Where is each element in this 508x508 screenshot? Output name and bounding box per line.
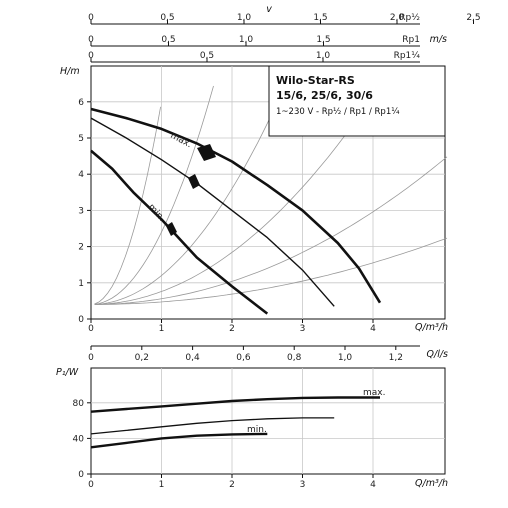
power-chart-frame [90, 367, 446, 475]
head-chart-frame [90, 65, 446, 320]
flow-ls-tick-label: 1,0 [338, 353, 353, 363]
velocity-tick-label: 0 [88, 35, 94, 45]
power-x-tick-label: 0 [88, 480, 94, 490]
power-chart-grid [91, 368, 445, 474]
title-line-2: 15/6, 25/6, 30/6 [276, 89, 373, 102]
head-x-tick-label: 2 [229, 324, 235, 334]
title-line-3: 1~230 V - Rp½ / Rp1 / Rp1¼ [276, 107, 399, 117]
velocity-label: v [266, 4, 272, 15]
head-x-tick-label: 1 [159, 324, 165, 334]
velocity-tick-label: 1,0 [237, 13, 252, 23]
power-series [90, 396, 380, 449]
power-series-line [90, 417, 335, 435]
system-curve [94, 156, 448, 305]
head-x-label: Q/m³/h [415, 322, 448, 333]
system-curve [94, 87, 285, 305]
head-chart: 0 1 2 3 4 0 1 2 3 4 5 6 H/m Q/m³/h Wilo-Star-RS 15/… [60, 65, 448, 334]
power-x-tick-label: 4 [370, 480, 376, 490]
head-x-tick-label: 4 [370, 324, 376, 334]
power-x-tick-label: 1 [159, 480, 165, 490]
max-marker [197, 144, 216, 161]
velocity-scale-unit: Rp½ [399, 13, 420, 23]
velocity-unit: m/s [430, 34, 447, 45]
head-series [90, 107, 382, 315]
flow-ls-tick-label: 0,4 [185, 353, 200, 363]
head-y-tick-label: 4 [78, 170, 84, 180]
velocity-tick-label: 2,5 [466, 13, 480, 23]
power-y-tick-label: 80 [73, 399, 85, 409]
head-x-tick-label: 0 [88, 324, 94, 334]
title-box [268, 65, 446, 137]
head-ticks: 0 1 2 3 4 0 1 2 3 4 5 6 [78, 98, 376, 334]
system-curve [94, 85, 214, 305]
power-min-label: min. [247, 425, 267, 435]
flow-ls-label: Q/l/s [427, 349, 449, 360]
velocity-tick-label: 2,0 [390, 13, 405, 23]
flow-ls-tick-label: 0,8 [287, 353, 302, 363]
head-x-tick-label: 3 [300, 324, 306, 334]
flow-ls-scale: Q/l/s 0 0,2 0,4 0,6 0,8 1,0 1,2 [88, 345, 449, 363]
power-x-tick-label: 3 [300, 480, 306, 490]
velocity-tick-label: 1,5 [316, 35, 330, 45]
system-curve [94, 237, 448, 305]
power-max-label: max. [363, 388, 385, 398]
head-y-tick-label: 6 [78, 98, 84, 108]
velocity-tick-label: 0 [88, 51, 94, 61]
head-y-tick-label: 1 [78, 279, 84, 289]
head-y-label: H/m [60, 66, 80, 77]
velocity-tick-label: 0,5 [161, 35, 175, 45]
velocity-scales: v 0 0,5 1,0 1,5 2,0 2,5 Rp½ 0 0,5 1,0 1,5 Rp1 m/s 0 0,… [88, 4, 481, 63]
velocity-tick-label: 1,0 [316, 51, 331, 61]
power-series-line [90, 396, 380, 413]
power-x-tick-label: 2 [229, 480, 235, 490]
power-y-tick-label: 0 [78, 470, 84, 480]
velocity-tick-label: 0,5 [200, 51, 214, 61]
head-y-tick-label: 2 [78, 243, 84, 253]
min-marker [166, 222, 177, 236]
mid-marker [188, 174, 200, 189]
head-series-line [90, 107, 382, 304]
flow-ls-tick-label: 1,2 [389, 353, 403, 363]
power-series-line [90, 432, 268, 449]
power-x-label: Q/m³/h [415, 478, 448, 489]
head-y-tick-label: 3 [78, 206, 84, 216]
title-line-1: Wilo-Star-RS [276, 74, 355, 87]
system-curve [94, 83, 382, 305]
velocity-tick-label: 1,0 [239, 35, 254, 45]
flow-ls-tick-label: 0,6 [236, 353, 251, 363]
power-y-label: P₁/W [56, 367, 79, 378]
system-curves [94, 83, 448, 305]
velocity-tick-label: 0 [88, 13, 94, 23]
head-y-tick-label: 0 [78, 315, 84, 325]
head-series-line [90, 149, 269, 315]
head-series-line [90, 117, 335, 307]
system-curve [94, 106, 161, 305]
power-y-tick-label: 40 [73, 434, 85, 444]
head-chart-grid [91, 66, 445, 319]
velocity-tick-label: 0,5 [160, 13, 174, 23]
velocity-scale-unit: Rp1 [402, 35, 420, 45]
velocity-tick-label: 1,5 [313, 13, 327, 23]
velocity-scale-unit: Rp1¼ [394, 51, 421, 61]
head-y-tick-label: 5 [78, 134, 84, 144]
max-curve-label: max. [169, 131, 194, 150]
flow-ls-tick-label: 0,2 [135, 353, 149, 363]
flow-ls-tick-label: 0 [88, 353, 94, 363]
